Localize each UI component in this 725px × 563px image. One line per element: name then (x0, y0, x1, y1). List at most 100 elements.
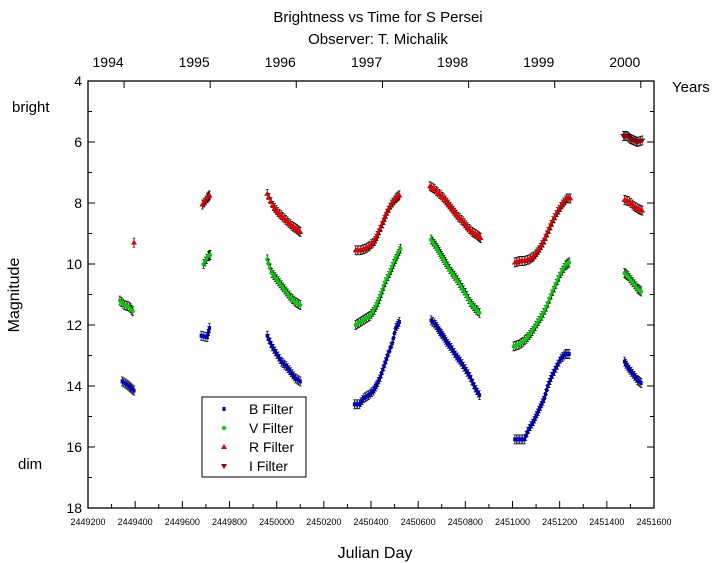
data-point (626, 365, 630, 370)
legend-box (201, 396, 307, 478)
data-point (525, 430, 530, 435)
x-tick-label: 2449600 (165, 517, 200, 527)
year-tick-label: 1997 (351, 54, 382, 70)
x-tick-label: 2450600 (401, 517, 436, 527)
data-point (463, 367, 467, 372)
data-point (463, 290, 468, 295)
year-tick-label: 1999 (523, 54, 554, 70)
y-axis-label: Magnitude (6, 258, 23, 333)
data-point (477, 393, 482, 398)
y-tick-label: 16 (66, 439, 82, 455)
year-tick-label: 1995 (179, 54, 210, 70)
legend-label: V Filter (249, 420, 294, 436)
data-point (459, 359, 463, 364)
data-point (292, 374, 296, 379)
data-point (527, 426, 531, 431)
data-point (464, 294, 469, 299)
data-point (639, 207, 646, 213)
data-point (270, 344, 274, 349)
data-point (556, 362, 560, 367)
data-point (528, 424, 533, 429)
x-axis: 2449200 2449400 2449600 2449800 2450000 24502… (70, 501, 672, 527)
data-point (357, 402, 361, 407)
data-point (547, 380, 551, 385)
data-point (268, 198, 275, 204)
data-point (625, 363, 629, 368)
data-point (549, 374, 554, 379)
data-point (639, 138, 646, 144)
data-point (384, 277, 389, 282)
data-point (543, 307, 548, 312)
data-point (538, 406, 542, 411)
x-tick-label: 2450400 (353, 517, 388, 527)
data-point (552, 368, 557, 373)
data-point (205, 335, 209, 340)
data-point (532, 419, 536, 424)
data-point (536, 408, 541, 413)
data-point (298, 303, 303, 308)
data-point (390, 341, 394, 346)
year-tick-label: 1998 (437, 54, 468, 70)
data-point (622, 359, 627, 364)
data-point (132, 388, 136, 393)
data-point (634, 375, 638, 380)
data-point (522, 437, 526, 442)
data-point (466, 372, 471, 377)
data-point (543, 392, 548, 397)
data-point (451, 348, 455, 353)
data-point (540, 401, 544, 406)
data-point (278, 357, 282, 362)
data-point (201, 334, 205, 339)
data-point (264, 190, 271, 196)
legend-marker (222, 426, 226, 430)
data-point (436, 327, 440, 332)
data-point (442, 335, 446, 340)
data-point (462, 364, 466, 369)
chart-subtitle: Observer: T. Michalik (308, 31, 448, 48)
data-point (382, 364, 386, 369)
data-point (289, 370, 293, 375)
data-point (266, 262, 271, 266)
series-i-filter (620, 131, 646, 147)
data-point (266, 194, 273, 200)
data-point (631, 371, 635, 376)
legend-label: B Filter (249, 401, 294, 417)
data-point (476, 390, 480, 395)
data-point (465, 369, 469, 374)
y-tick-label: 12 (66, 317, 82, 333)
data-point (207, 326, 212, 331)
data-point (567, 351, 571, 356)
data-point (548, 377, 552, 382)
years-label: Years (672, 79, 710, 96)
data-point (374, 384, 378, 389)
data-point (468, 374, 472, 379)
data-point (396, 192, 403, 198)
data-point (477, 235, 484, 241)
x-tick-label: 2451200 (542, 517, 577, 527)
data-point (542, 396, 546, 401)
data-point (273, 349, 277, 354)
data-point (387, 349, 391, 354)
year-axis: 1994 1995 1996 1997 1998 1999 2000 (93, 54, 642, 88)
data-point (449, 345, 453, 350)
data-point (372, 386, 377, 391)
data-point (384, 357, 388, 362)
legend-marker (222, 407, 226, 411)
data-point (383, 360, 387, 365)
data-point (524, 433, 528, 438)
data-point (473, 385, 477, 390)
data-points (117, 131, 646, 445)
plot-frame (87, 80, 655, 509)
year-tick-label: 2000 (609, 54, 640, 70)
data-point (533, 416, 537, 421)
data-point (534, 413, 538, 418)
data-point (206, 332, 210, 337)
chart-title: Brightness vs Time for S Persei (273, 9, 482, 26)
data-point (391, 336, 396, 341)
x-tick-label: 2449200 (70, 517, 105, 527)
data-point (389, 345, 393, 350)
data-point (539, 403, 543, 408)
data-point (444, 339, 449, 344)
x-tick-label: 2451000 (495, 517, 530, 527)
data-point (284, 364, 288, 369)
